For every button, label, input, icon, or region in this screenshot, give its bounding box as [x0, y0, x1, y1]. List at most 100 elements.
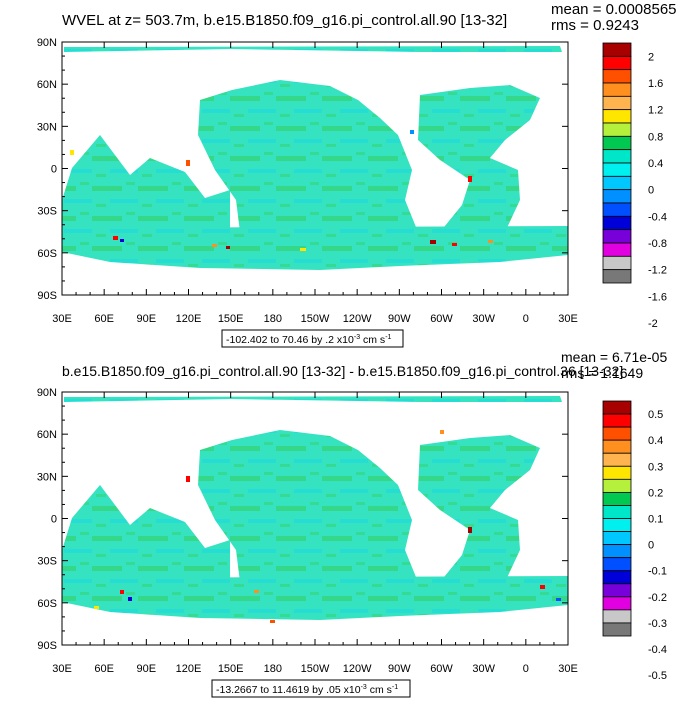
x-tick-label: 60W [430, 663, 453, 675]
y-tick-label: 60N [37, 429, 57, 441]
ocean-atlantic [418, 85, 540, 232]
x-tick-label: 30E [52, 313, 72, 325]
panel-1-contour-info-text: -102.402 to 70.46 by .2 x10-3 cm s-1 [226, 334, 392, 346]
anomaly-mark [556, 598, 561, 601]
panel-1-x-axis: 30E 60E 90E 120E 150E 180 150W 120W 90W 60W 30W 0 30… [52, 42, 578, 325]
x-tick-label: 150E [218, 663, 244, 675]
x-tick-label: 0 [523, 663, 529, 675]
colorbar-label: -0.4 [648, 211, 667, 223]
colorbar-swatch [602, 175, 632, 191]
colorbar-label: 0 [648, 540, 654, 552]
panel-2-contour-info-box [211, 679, 411, 698]
colorbar-swatch [602, 149, 632, 164]
x-tick-label: 90W [388, 313, 411, 325]
anomaly-mark [94, 606, 99, 609]
ocean-pacific [198, 80, 418, 232]
panel-2: b.e15.B1850.f09_g16.pi_control.all.90 [1… [37, 349, 667, 698]
y-tick-label: 30S [37, 556, 57, 568]
colorbar-swatch [602, 269, 632, 284]
colorbar-label: -0.8 [648, 238, 667, 250]
colorbar-swatch [602, 478, 632, 493]
colorbar-swatch [602, 596, 632, 611]
panel-1-map: 90N 60N 30N 0 30S 60S 90S 30E 60E 90E 120E 150E 180… [37, 37, 578, 325]
x-tick-label: 30E [558, 313, 578, 325]
colorbar-label: 0.5 [648, 409, 663, 421]
colorbar-swatch [602, 255, 632, 271]
x-tick-label: 30W [472, 663, 495, 675]
anomaly-mark [410, 130, 414, 134]
colorbar-label: 0.8 [648, 131, 663, 143]
y-tick-label: 0 [51, 514, 57, 526]
colorbar-swatch [602, 69, 632, 84]
colorbar-swatch [602, 557, 632, 572]
colorbar-label: 0.3 [648, 461, 663, 473]
x-tick-label: 150W [301, 663, 330, 675]
x-tick-label: 60E [94, 663, 114, 675]
anomaly-mark [212, 244, 217, 247]
panel-1-units-exp: -3 [354, 334, 360, 341]
colorbar-label: 0.4 [648, 435, 663, 447]
x-tick-label: 90E [137, 313, 157, 325]
panel-1-title: WVEL at z= 503.7m, b.e15.B1850.f09_g16.p… [62, 12, 507, 29]
panel-2-title: b.e15.B1850.f09_g16.pi_control.all.90 [1… [62, 363, 623, 379]
colorbar-label: 0.2 [648, 487, 663, 499]
colorbar-swatch [602, 413, 632, 428]
colorbar-swatch [602, 215, 632, 231]
colorbar-swatch [602, 109, 632, 124]
panel-1-colorbar: 2 1.6 1.2 0.8 0.4 0 -0.4 -0.8 -1.2 -1.6 -2 [602, 42, 667, 330]
ocean-indian [62, 135, 230, 232]
y-tick-label: 90S [37, 290, 57, 302]
y-tick-label: 60N [37, 79, 57, 91]
x-tick-label: 30E [558, 663, 578, 675]
anomaly-mark [120, 590, 124, 594]
ocean-indian [62, 485, 230, 582]
x-tick-label: 120E [176, 663, 202, 675]
panel-1-contour-info-box [221, 329, 404, 348]
colorbar-swatch [602, 439, 632, 454]
colorbar-swatch [602, 189, 632, 204]
anomaly-mark [186, 476, 190, 482]
x-tick-label: 60E [94, 313, 114, 325]
colorbar-swatch [602, 609, 632, 624]
anomaly-mark [70, 150, 74, 155]
colorbar-swatch [602, 505, 632, 519]
colorbar-label: 1.6 [648, 78, 663, 90]
x-tick-label: 90W [388, 663, 411, 675]
anomaly-mark [128, 597, 132, 601]
panel-1-units-tail-exp: -1 [385, 334, 391, 341]
anomaly-mark [300, 248, 306, 251]
colorbar-label: -0.3 [648, 618, 667, 630]
colorbar-swatch [602, 242, 632, 257]
x-tick-label: 150E [218, 313, 244, 325]
ocean-southern-strip [62, 576, 568, 620]
colorbar-label: -0.4 [648, 644, 667, 656]
y-tick-label: 30S [37, 206, 57, 218]
colorbar-swatch [602, 82, 632, 97]
y-tick-label: 90S [37, 640, 57, 652]
panel-2-contour-info-text: -13.2667 to 11.4619 by .05 x10-3 cm s-1 [216, 684, 398, 696]
colorbar-label: -0.1 [648, 566, 667, 578]
colorbar-swatch [602, 570, 632, 585]
y-tick-label: 30N [37, 121, 57, 133]
x-tick-label: 180 [264, 313, 282, 325]
panel-2-rms: rms = 1.1649 [561, 365, 643, 381]
anomaly-mark [468, 176, 472, 182]
panel-1-mean: mean = 0.0008565 [551, 1, 677, 18]
colorbar-swatch [602, 122, 632, 137]
colorbar-label: -1.6 [648, 291, 667, 303]
x-tick-label: 150W [301, 313, 330, 325]
anomaly-mark [540, 585, 545, 589]
panel-1-ocean [62, 46, 568, 270]
panel-1-contour-info: -102.402 to 70.46 by .2 x10-3 cm s-1 [221, 329, 404, 348]
colorbar-swatch [602, 518, 632, 532]
x-tick-label: 120E [176, 313, 202, 325]
colorbar-swatch [602, 491, 632, 506]
ocean-southern-strip [62, 226, 568, 270]
anomaly-mark [468, 527, 472, 533]
colorbar-label: 2 [648, 51, 654, 63]
panel-1: WVEL at z= 503.7m, b.e15.B1850.f09_g16.p… [37, 1, 677, 348]
colorbar-swatch [602, 531, 632, 546]
ocean-atlantic [418, 435, 540, 582]
panel-1-contour-range: -102.402 to 70.46 by .2 x10 [226, 334, 354, 346]
